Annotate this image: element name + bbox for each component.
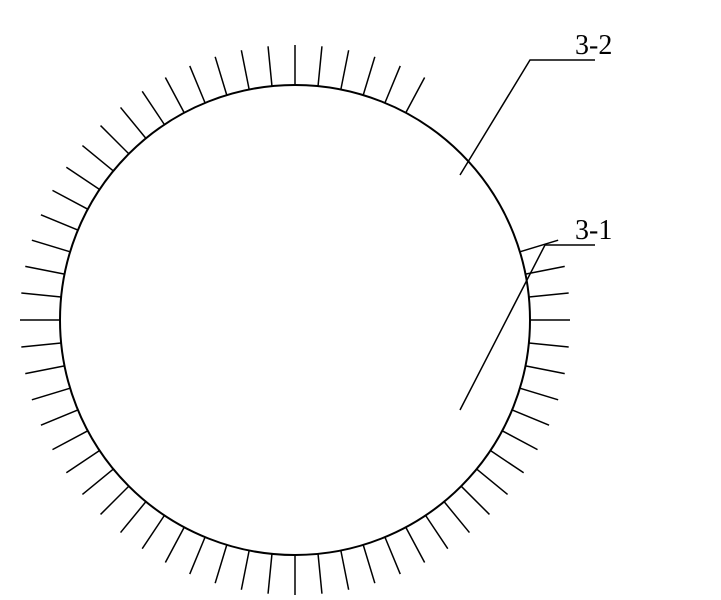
leader-3-2 (460, 60, 595, 175)
radial-spike (444, 502, 469, 533)
radial-spike (502, 431, 537, 450)
radial-spike (21, 293, 61, 297)
radial-spike (121, 502, 146, 533)
radial-spike (215, 545, 227, 583)
radial-spike (477, 469, 508, 494)
radial-spike (165, 77, 184, 112)
radial-spike (165, 527, 184, 562)
radial-spike (268, 46, 272, 86)
radial-spike (406, 527, 425, 562)
radial-spike (461, 486, 489, 514)
radial-spike (490, 451, 523, 473)
radial-spike (529, 343, 569, 347)
radial-spike (318, 46, 322, 86)
radial-spike (41, 215, 78, 230)
radial-spike (385, 66, 400, 103)
radial-spike (41, 410, 78, 425)
radial-spike (66, 167, 99, 189)
radial-spike (32, 240, 70, 252)
radial-spike (268, 554, 272, 594)
radial-spike (121, 107, 146, 138)
radial-spike (512, 410, 549, 425)
radial-spike (101, 486, 129, 514)
radial-spike (52, 190, 87, 209)
radial-spike (341, 50, 349, 89)
radial-spike (520, 240, 558, 252)
diagram-canvas (0, 0, 721, 600)
radial-spike (406, 77, 425, 112)
radial-spike (363, 57, 375, 95)
radial-spike (21, 343, 61, 347)
label-3-1: 3-1 (575, 215, 612, 247)
radial-spike (82, 469, 113, 494)
radial-spike (190, 537, 205, 574)
radial-spike (363, 545, 375, 583)
radial-spike (529, 293, 569, 297)
radial-spike (142, 515, 164, 548)
radial-spike (426, 515, 448, 548)
leader-3-1 (460, 245, 595, 410)
radial-spike (525, 366, 564, 374)
radial-spike (52, 431, 87, 450)
radial-spike (142, 91, 164, 124)
label-3-2: 3-2 (575, 30, 612, 62)
radial-spike (341, 550, 349, 589)
radial-spike (101, 126, 129, 154)
radial-spike (32, 388, 70, 400)
radial-spike (215, 57, 227, 95)
radial-spike (66, 451, 99, 473)
radial-spike (241, 550, 249, 589)
radial-spike (520, 388, 558, 400)
radial-spike (25, 266, 64, 274)
radial-spike (241, 50, 249, 89)
radial-spike (25, 366, 64, 374)
central-circle (60, 85, 530, 555)
radial-spike (318, 554, 322, 594)
radial-spike (82, 146, 113, 171)
radial-spike (385, 537, 400, 574)
radial-spike (190, 66, 205, 103)
